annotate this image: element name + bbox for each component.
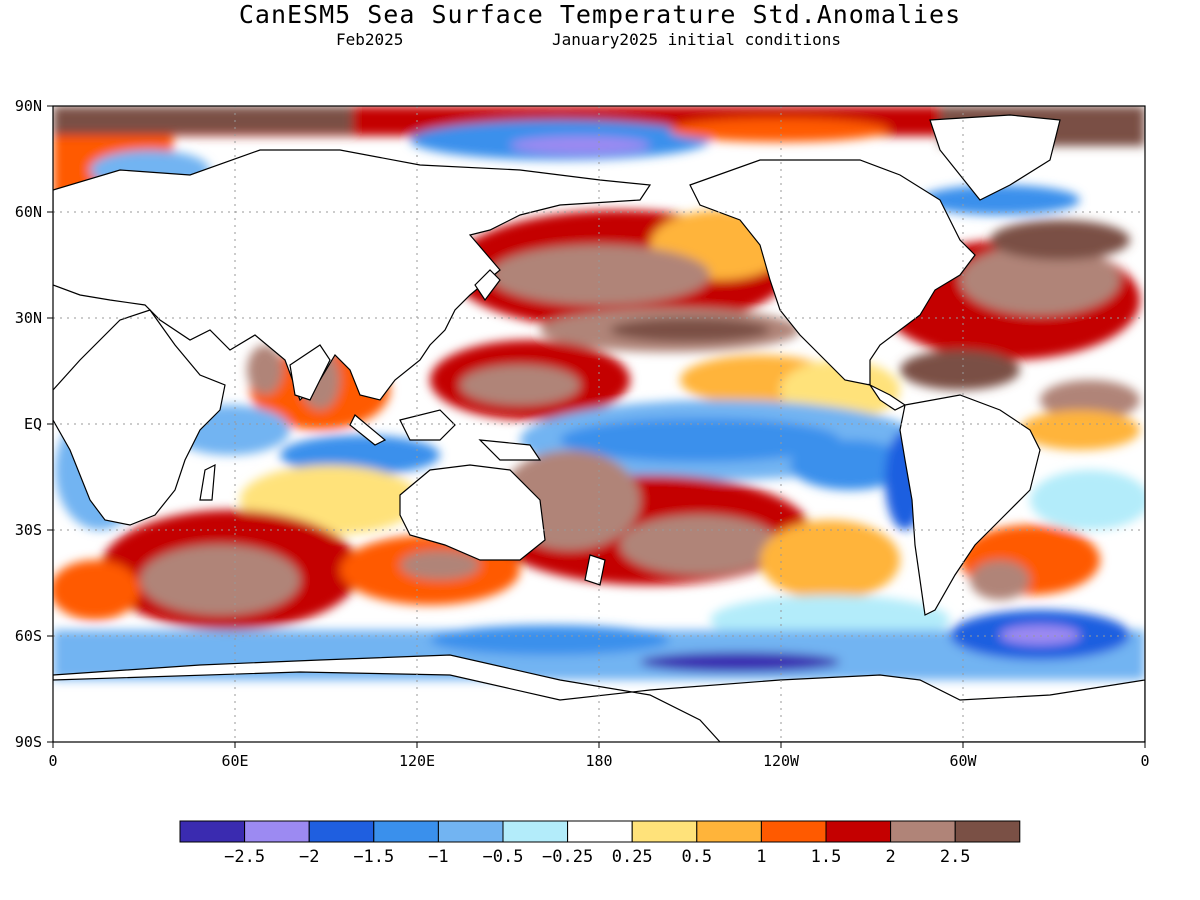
colorbar-swatch	[373, 820, 439, 843]
colorbar-swatch	[502, 820, 569, 843]
south-america-land	[899, 394, 1041, 616]
longitude-labels: 0 60E 120E 180 120W 60W 0	[48, 752, 1149, 770]
greenland-land	[929, 114, 1061, 201]
colorbar-swatch	[760, 820, 827, 843]
japan-land	[474, 269, 501, 302]
map-title: CanESM5 Sea Surface Temperature Std.Anom…	[238, 0, 962, 29]
north-america-land	[689, 159, 976, 386]
lat-label: 60S	[15, 627, 42, 645]
lon-label: 0	[48, 752, 57, 770]
lon-label: 0	[1140, 752, 1149, 770]
colorbar-swatch	[244, 820, 310, 843]
eurasia-land	[53, 149, 652, 402]
forecast-month: Feb2025	[336, 30, 404, 49]
initial-conditions-label: January2025 initial conditions	[552, 30, 841, 49]
colorbar-label: −0.5	[483, 847, 524, 867]
continents	[53, 114, 1145, 742]
colorbar-label: 2.5	[940, 847, 971, 867]
colorbar-swatch	[308, 820, 375, 843]
colorbar-swatch	[825, 820, 892, 843]
lon-label: 60E	[221, 752, 248, 770]
colorbar-label: −1	[428, 847, 448, 867]
colorbar-swatch	[890, 820, 956, 843]
lat-label: 90N	[15, 97, 42, 115]
australia-land	[399, 464, 546, 561]
colorbar-label: −1.5	[353, 847, 394, 867]
lon-label: 60W	[949, 752, 977, 770]
colorbar-label: 1	[756, 847, 766, 867]
new-guinea-land	[478, 439, 542, 461]
lon-label: 180	[585, 752, 612, 770]
colorbar-swatch	[631, 820, 698, 843]
colorbar-label: −2	[299, 847, 319, 867]
latitude-labels: 90N 60N 30N EQ 30S 60S 90S	[15, 97, 42, 751]
madagascar-land	[199, 463, 216, 501]
sumatra-land	[349, 414, 387, 446]
colorbar-swatch	[179, 820, 246, 843]
lat-label: 90S	[15, 733, 42, 751]
colorbar-swatch	[954, 820, 1021, 843]
colorbar: −2.5 −2 −1.5 −1 −0.5 −0.25 0.25 0.5 1 1.5 2 2.5	[179, 820, 1021, 867]
colorbar-label: 0.25	[612, 847, 653, 867]
central-america-land	[868, 383, 907, 411]
colorbar-label: −2.5	[224, 847, 265, 867]
graticule	[53, 106, 1145, 742]
maritime-continent-land	[399, 409, 456, 441]
lat-label: 60N	[15, 203, 42, 221]
lat-label: 30S	[15, 521, 42, 539]
colorbar-swatch	[437, 820, 504, 843]
colorbar-swatch	[567, 820, 633, 843]
antarctica-land	[53, 654, 1145, 742]
lat-label: 30N	[15, 309, 42, 327]
colorbar-label: −0.25	[542, 847, 593, 867]
lat-label: EQ	[24, 415, 42, 433]
colorbar-label: 2	[885, 847, 895, 867]
colorbar-swatch	[696, 820, 762, 843]
lon-label: 120E	[399, 752, 435, 770]
axis-ticks	[47, 105, 1146, 748]
colorbar-label: 0.5	[681, 847, 712, 867]
lon-label: 120W	[763, 752, 800, 770]
colorbar-label: 1.5	[811, 847, 842, 867]
new-zealand-land	[584, 554, 606, 586]
africa-land	[53, 309, 226, 526]
india-land	[289, 344, 331, 401]
